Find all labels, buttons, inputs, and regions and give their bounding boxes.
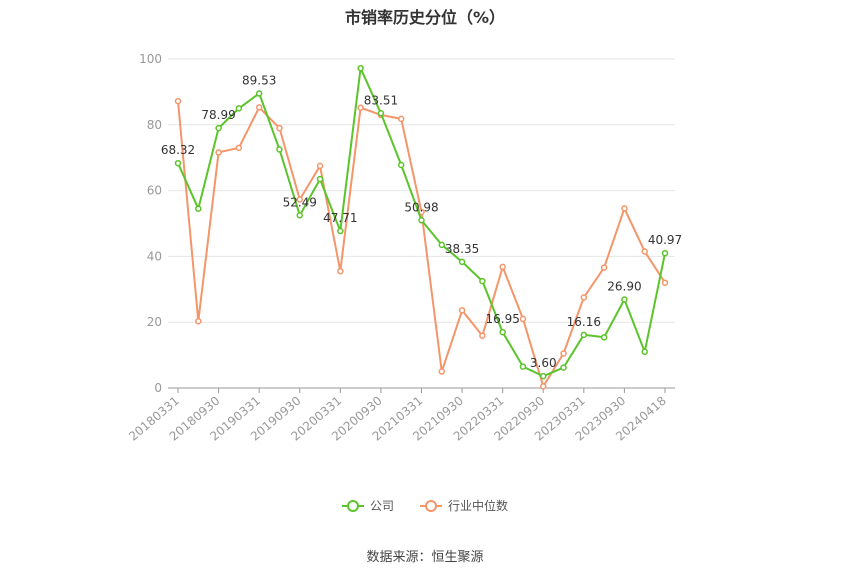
industry-data-point [357,104,364,111]
company-data-point [519,363,527,370]
y-tick-label: 40 [147,249,162,263]
company-data-point [438,241,446,249]
industry-data-point [195,317,202,325]
company-data-point [560,364,567,371]
company-data-point [458,258,466,266]
legend-industry-label: 行业中位数 [448,499,509,513]
company-data-point [621,296,628,303]
company-data-point [377,110,385,117]
company-data-point [357,64,364,72]
y-tick-label: 60 [147,184,162,198]
y-tick-label: 20 [147,315,162,329]
company-data-point [397,161,405,169]
industry-series-line [177,101,666,388]
industry-data-point [276,124,283,132]
industry-data-point [235,144,243,152]
industry-data-point [540,383,547,390]
legend-company-label: 公司 [369,499,394,513]
industry-data-point [479,332,486,339]
company-data-point [195,205,202,212]
data-label: 78.99 [201,108,235,122]
industry-data-point [438,368,446,375]
source-note: 数据来源：恒生聚源 [366,550,484,565]
company-data-point [479,277,486,285]
industry-data-point [255,104,263,111]
legend-industry-marker [420,499,442,512]
data-label: 52.49 [283,195,317,209]
industry-data-point [397,115,405,123]
data-label: 89.53 [242,73,276,87]
industry-data-point [337,267,344,275]
industry-data-point [296,196,303,203]
company-data-point [316,175,324,183]
y-tick-label: 0 [154,381,162,395]
industry-data-point [600,264,608,271]
data-label: 26.90 [607,279,641,293]
industry-data-point [499,263,506,271]
industry-data-point [215,149,222,156]
company-data-point [418,217,425,224]
company-data-point [499,328,506,336]
data-label: 40.97 [648,233,682,247]
company-data-point [276,146,283,153]
industry-data-point [519,315,527,323]
data-label: 38.35 [445,242,479,256]
company-data-point [661,249,669,257]
company-data-point [296,212,303,219]
chart-title: 市销率历史分位（%） [344,8,506,27]
industry-data-point [458,307,466,314]
legend-company-marker [341,499,364,512]
legend: 公司 行业中位数 [0,497,850,514]
company-data-point [540,372,547,380]
legend-item-company[interactable]: 公司 [341,497,394,514]
industry-data-point [641,248,648,255]
company-data-point [255,90,263,97]
company-data-point [215,124,222,132]
company-data-point [337,227,344,235]
data-label: 83.51 [364,93,398,107]
company-data-point [235,105,243,112]
y-tick-label: 80 [147,118,162,132]
data-label: 47.71 [323,211,357,225]
company-data-point [641,348,648,356]
company-data-point [580,331,588,339]
industry-data-point [661,279,669,286]
y-tick-label: 100 [139,52,162,66]
company-data-point [600,334,608,341]
legend-item-industry[interactable]: 行业中位数 [420,497,508,514]
data-label: 16.16 [567,315,601,329]
industry-data-point [316,162,324,170]
data-label: 3.60 [530,356,557,370]
company-data-point [174,159,182,167]
industry-data-point [560,350,567,357]
industry-data-point [174,97,182,105]
data-label: 50.98 [404,200,438,214]
data-label: 68.32 [161,143,195,157]
data-label: 16.95 [485,312,519,326]
industry-data-point [580,294,588,301]
industry-data-point [621,205,628,212]
